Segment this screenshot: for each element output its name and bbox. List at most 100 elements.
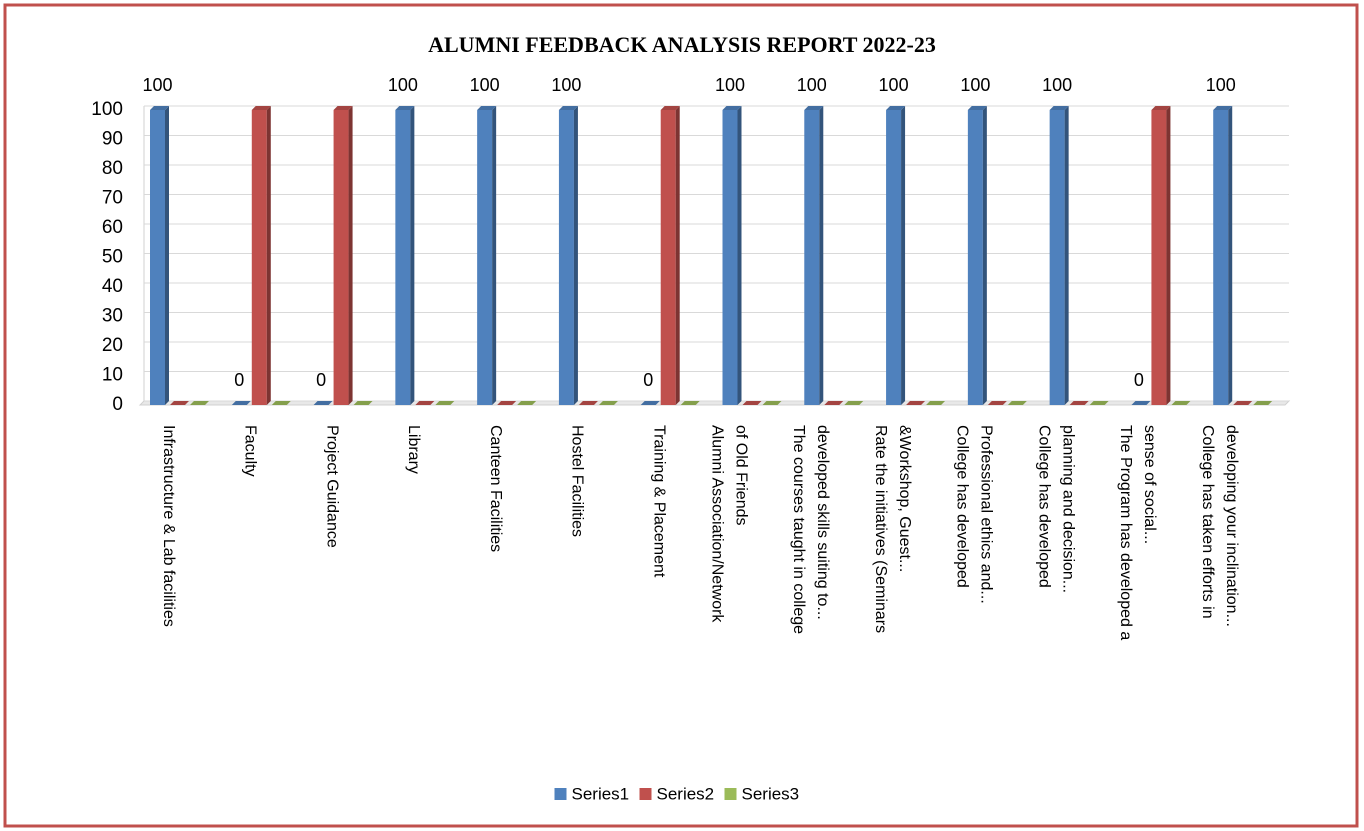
data-label: 100 <box>388 75 418 95</box>
bar <box>742 401 762 405</box>
bar-top <box>333 106 353 110</box>
y-tick-label: 30 <box>102 306 123 327</box>
bar-side <box>348 106 353 405</box>
bar-top <box>1213 106 1233 110</box>
bar <box>1151 106 1171 405</box>
y-tick-label: 90 <box>102 129 123 150</box>
bar <box>926 401 946 405</box>
bar-side <box>573 106 578 405</box>
x-tick-label: Library <box>405 425 422 474</box>
x-tick-label: developed skills suiting to... <box>814 425 831 620</box>
bar-top <box>906 401 926 405</box>
bar-front <box>804 110 820 405</box>
bar <box>578 401 598 405</box>
data-label: 100 <box>1042 75 1072 95</box>
bar <box>967 106 987 405</box>
bar-side <box>1166 106 1171 405</box>
bar-side <box>819 106 824 405</box>
y-tick-label: 80 <box>102 158 123 179</box>
x-tick-label: Faculty <box>242 425 259 477</box>
chart-border <box>3 3 1359 828</box>
bar-side <box>1064 106 1069 405</box>
bar-top <box>313 401 333 405</box>
x-tick-label: Alumni Association/Network <box>708 425 725 623</box>
y-tick-label: 0 <box>112 394 123 415</box>
bar-front <box>333 110 349 405</box>
x-tick-label: Project Guidance <box>323 425 340 548</box>
x-tick-label: College has developed <box>1035 425 1052 588</box>
bar-top <box>1089 401 1109 405</box>
bar <box>477 106 497 405</box>
y-tick-label: 10 <box>102 365 123 386</box>
data-label: 100 <box>142 75 172 95</box>
x-tick-label: Training & Placement <box>650 425 667 578</box>
y-tick-label: 20 <box>102 335 123 356</box>
x-tick-label: planning and decision... <box>1059 425 1076 593</box>
data-label: 100 <box>797 75 827 95</box>
bar-front <box>395 110 411 405</box>
bar-top <box>251 106 271 110</box>
y-tick-label: 40 <box>102 276 123 297</box>
x-tick-label: &Workshop, Guest... <box>896 425 913 572</box>
bar-front <box>1151 110 1167 405</box>
legend-swatch <box>639 788 652 800</box>
bar-top <box>150 106 169 110</box>
bar-top <box>271 401 291 405</box>
data-label: 100 <box>960 75 990 95</box>
bar-top <box>722 106 742 110</box>
bar <box>190 401 209 405</box>
bar-top <box>598 401 618 405</box>
data-label: 100 <box>551 75 581 95</box>
x-tick-label: sense of social... <box>1141 425 1158 544</box>
bar-top <box>886 106 906 110</box>
data-label: 100 <box>715 75 745 95</box>
bar <box>1253 401 1273 405</box>
bar-top <box>170 401 189 405</box>
x-tick-label: The courses taught in college <box>790 425 807 634</box>
bar-top <box>517 401 537 405</box>
data-label: 0 <box>1134 370 1144 390</box>
bar-top <box>477 106 497 110</box>
bar-side <box>901 106 906 405</box>
x-tick-label: College has developed <box>954 425 971 588</box>
bar <box>680 401 700 405</box>
bar-top <box>1049 106 1069 110</box>
data-label: 100 <box>470 75 500 95</box>
y-tick-label: 50 <box>102 247 123 268</box>
bar-top <box>1131 401 1151 405</box>
bar <box>170 401 189 405</box>
bar-side <box>165 106 169 405</box>
bar <box>1069 401 1089 405</box>
bar-front <box>477 110 493 405</box>
bar-top <box>435 401 455 405</box>
bar-top <box>1233 401 1253 405</box>
legend-label: Series1 <box>572 784 630 803</box>
bar <box>660 106 680 405</box>
bar-top <box>190 401 209 405</box>
bar <box>333 106 353 405</box>
data-label: 100 <box>879 75 909 95</box>
floor <box>138 400 1291 406</box>
bar-top <box>804 106 824 110</box>
bar <box>497 401 517 405</box>
bar-front <box>150 110 165 405</box>
bar <box>906 401 926 405</box>
bar <box>1007 401 1027 405</box>
bar-side <box>1228 106 1233 405</box>
x-tick-label: of Old Friends <box>732 425 749 525</box>
bar-top <box>680 401 700 405</box>
data-label: 0 <box>643 370 653 390</box>
bar-top <box>415 401 435 405</box>
legend-label: Series2 <box>657 784 715 803</box>
x-tick-label: Infrastructure & Lab facilities <box>160 425 177 627</box>
bar <box>640 401 660 405</box>
x-tick-label: Rate the initiatives (Seminars <box>872 425 889 633</box>
bar-top <box>395 106 415 110</box>
data-label: 0 <box>234 370 244 390</box>
bar <box>1171 401 1191 405</box>
bar-top <box>844 401 864 405</box>
bar <box>1213 106 1233 405</box>
bar-front <box>722 110 738 405</box>
bar-top <box>824 401 844 405</box>
